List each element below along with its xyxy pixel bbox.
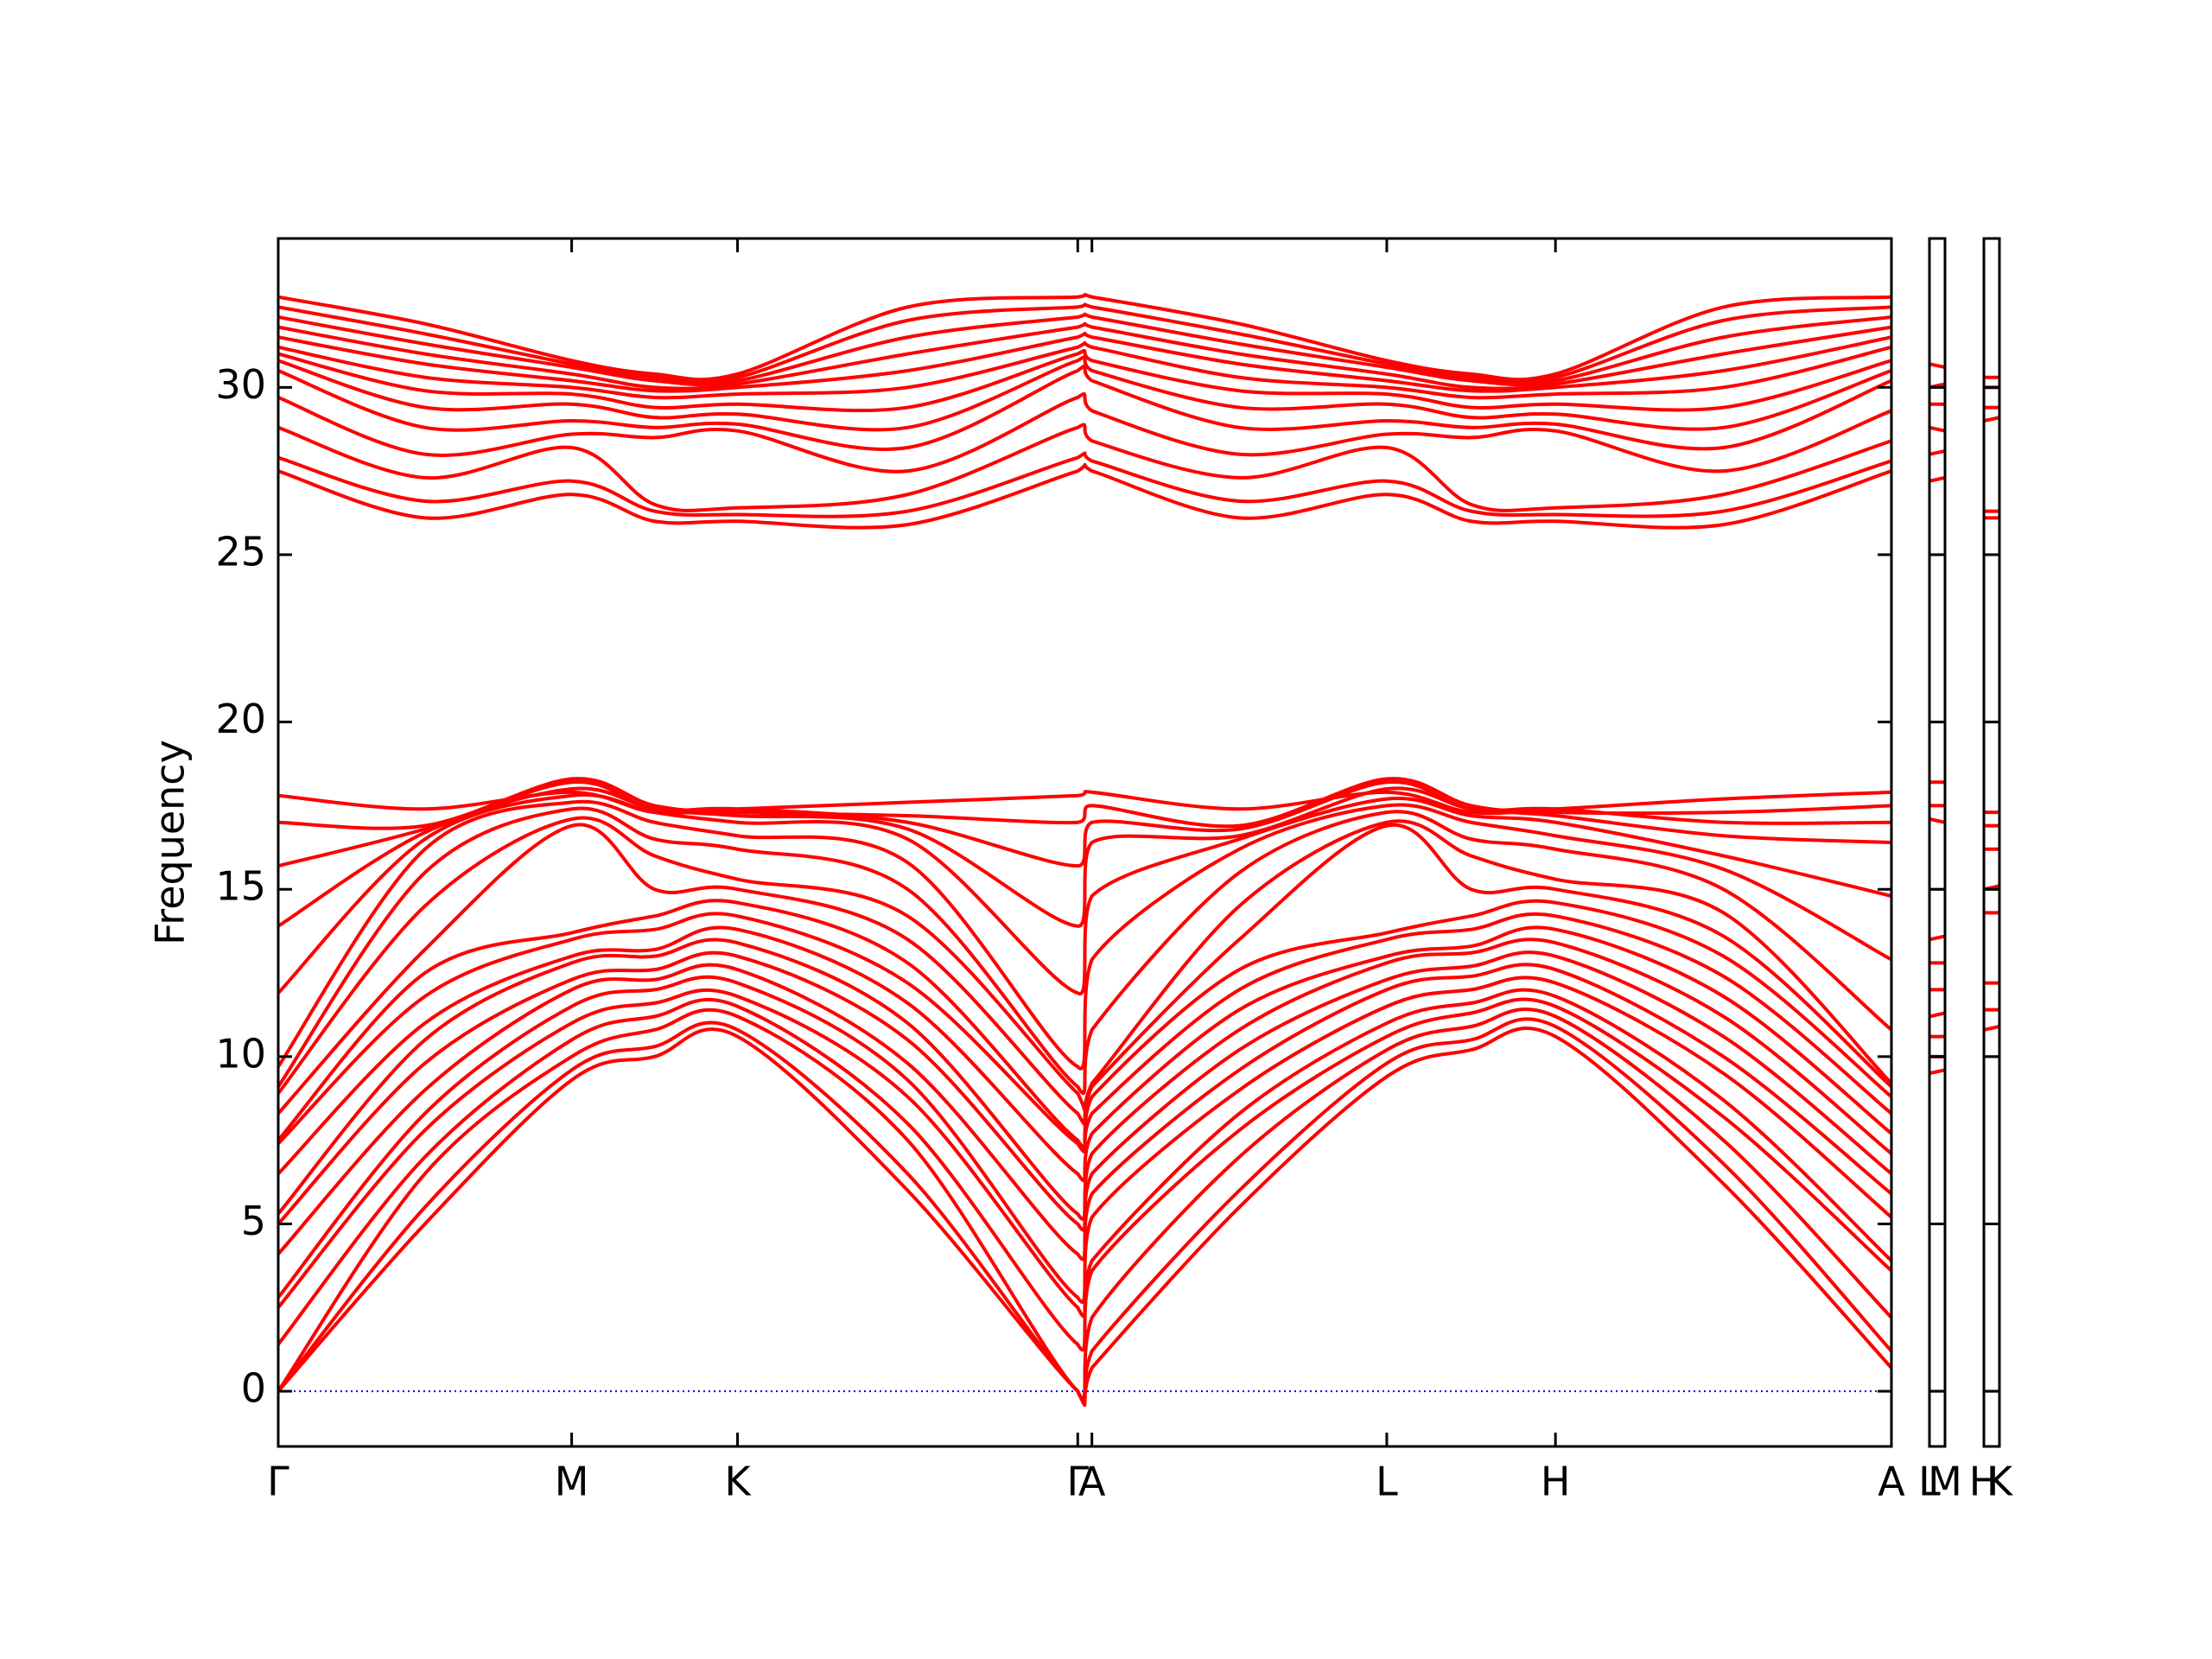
y-tick-label: 0 [241,1365,266,1412]
band-line [1929,425,1945,433]
x-tick-label: H [1541,1459,1571,1505]
band-line [278,391,1891,474]
band-line [1984,416,1999,423]
band-line [278,799,1891,1071]
band-line [278,963,1891,1262]
band-line [1929,448,1945,456]
y-tick-label: 25 [215,528,266,575]
band-line [278,792,1891,996]
band-line [278,899,1891,1149]
x-tick-label: L [1376,1459,1398,1505]
band-line [278,975,1891,1304]
band-line [278,786,1891,928]
band-line [278,321,1891,391]
band-line [278,816,1891,1113]
panel-frame [1982,237,2001,1448]
band-line [278,912,1891,1154]
panel-plot [278,292,1891,1408]
band-line [278,355,1891,432]
panel-frame [1928,237,1947,1448]
band-line [278,331,1891,393]
panel-plot [1984,375,1999,1032]
band-line [1929,934,1945,942]
band-line [1984,1025,1999,1032]
y-axis-label: Frequency [147,740,194,945]
band-line [278,364,1891,451]
x-tick-label: K [1986,1459,2014,1505]
band-line [278,312,1891,386]
band-line [278,806,1891,1096]
band-line [278,1027,1891,1408]
band-line [1929,1068,1945,1076]
band-line [278,451,1891,518]
x-tick-label: Γ [1066,1459,1089,1505]
band-line [278,423,1891,512]
band-line [1929,475,1945,483]
x-tick-label: A [1878,1459,1905,1505]
band-line [278,925,1891,1183]
band-line [278,1007,1891,1401]
panel-plot [1929,362,1945,1076]
band-line [1929,362,1945,370]
x-tick-label: Γ [267,1459,289,1505]
band-line [278,462,1891,530]
band-line [278,349,1891,413]
x-tick-label: K [724,1459,752,1505]
bands [1984,375,1999,1032]
band-line [278,997,1891,1352]
band-line [278,938,1891,1221]
y-tick-label: 10 [215,1030,266,1077]
y-tick-label: 20 [215,696,266,742]
band-line [1929,817,1945,824]
x-tick-label: L [1918,1459,1941,1505]
y-tick-label: 15 [215,863,266,910]
x-tick-label: H [1969,1459,1999,1505]
x-tick-label: M [555,1459,589,1505]
x-tick-label: A [1078,1459,1106,1505]
band-line [278,988,1891,1319]
bands [1929,362,1945,1076]
band-line [278,302,1891,385]
bands [278,292,1891,1408]
band-line [278,292,1891,382]
band-line [278,950,1891,1232]
band-line [278,823,1891,1126]
band-line [278,340,1891,400]
band-line [278,777,1891,830]
y-tick-label: 5 [241,1198,266,1244]
y-tick-label: 30 [215,361,266,408]
x-tick-label: M [1928,1459,1962,1505]
band-line [1929,1011,1945,1019]
band-line [278,790,1891,816]
panel-frame [276,237,1893,1448]
